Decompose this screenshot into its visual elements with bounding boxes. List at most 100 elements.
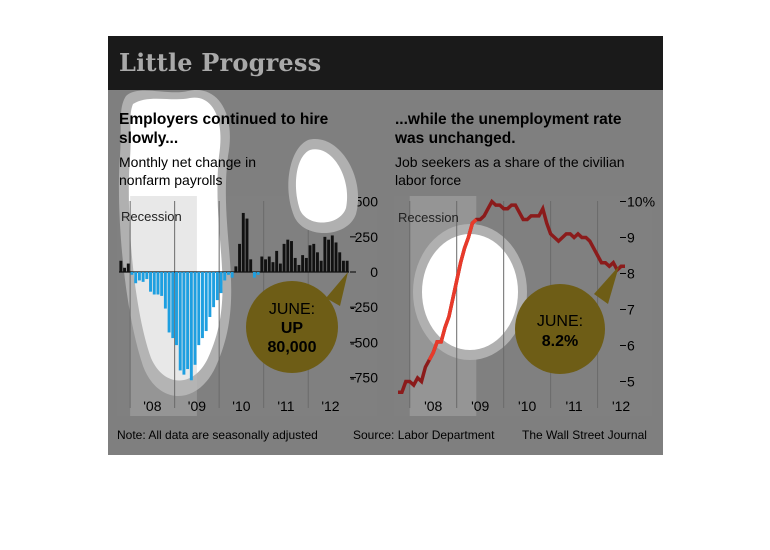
unemployment-x-tick-label: '09 (471, 398, 489, 414)
payrolls-callout-line3: 80,000 (268, 339, 317, 356)
payrolls-bar (308, 245, 312, 272)
payrolls-bar (178, 272, 182, 371)
unemployment-y-tick-label: 9 (627, 230, 635, 246)
payrolls-callout-pointer (326, 272, 348, 306)
payrolls-bar (312, 243, 316, 272)
unemployment-subtitle-line1: Job seekers as a share of the civilian (395, 154, 625, 170)
payrolls-bar (249, 259, 253, 272)
payrolls-bar (338, 252, 342, 272)
unemployment-x-tick-label: '10 (518, 398, 536, 414)
payrolls-bar (226, 272, 230, 275)
unemployment-y-tick-label: 5 (627, 374, 635, 390)
payrolls-bar (219, 272, 223, 294)
payrolls-bar (134, 272, 138, 284)
payrolls-bar (323, 236, 327, 272)
payrolls-bar (175, 272, 178, 346)
payrolls-bar (256, 272, 260, 275)
payrolls-y-tick-label: 250 (355, 229, 379, 245)
payrolls-bar (293, 257, 297, 272)
payrolls-bar (334, 242, 338, 272)
charts-canvas: 500 250 0 -250 -500 -750 '08 '09 '10 '11 '12 Rece… (117, 89, 655, 416)
footer-credit: The Wall Street Journal (522, 428, 647, 442)
payrolls-heading: Employers continued to hire slowly... (119, 110, 328, 148)
unemployment-x-tick-label: '11 (566, 398, 583, 414)
payrolls-y-tick-label: -750 (350, 369, 378, 385)
unemployment-callout-bubble (515, 284, 605, 374)
payrolls-bar (252, 272, 256, 278)
payrolls-bar (130, 272, 134, 275)
payrolls-bar (278, 263, 282, 272)
payrolls-heading-line2: slowly... (119, 130, 179, 147)
unemployment-y-tick-label: 6 (627, 338, 635, 354)
payrolls-bar (319, 260, 323, 272)
payrolls-x-tick-label: '08 (143, 398, 161, 414)
payrolls-x-tick-label: '11 (277, 398, 294, 414)
payrolls-bar (186, 272, 190, 370)
payrolls-bar (141, 272, 145, 282)
payrolls-bar (126, 263, 130, 272)
figure-title: Little Progress (119, 48, 322, 77)
payrolls-x-tick-label: '09 (188, 398, 206, 414)
payrolls-bar (119, 260, 123, 272)
unemployment-subtitle-line2: labor force (395, 172, 462, 188)
payrolls-bar (160, 272, 164, 296)
unemployment-callout-line2: 8.2% (542, 333, 578, 350)
payrolls-bar (152, 272, 156, 295)
payrolls-bar (212, 272, 216, 308)
unemployment-y-tick-label: 8 (627, 266, 635, 282)
payrolls-callout-bubble (246, 281, 338, 373)
payrolls-bar (301, 255, 305, 272)
payrolls-bar (171, 272, 175, 339)
payrolls-bar (238, 243, 242, 272)
payrolls-bar (208, 272, 212, 317)
payrolls-callout-line1: JUNE: (269, 301, 315, 318)
payrolls-subtitle-line2: nonfarm payrolls (119, 172, 223, 188)
payrolls-bar (197, 272, 201, 346)
teardrop-halo-inner (295, 149, 348, 223)
payrolls-bar (327, 239, 331, 272)
payrolls-bar (182, 272, 186, 375)
payrolls-bar (189, 272, 193, 381)
payrolls-bar (215, 272, 219, 301)
payrolls-y-tick-label: 500 (355, 194, 379, 210)
payrolls-bar (201, 272, 204, 339)
payrolls-bar (267, 256, 271, 272)
payrolls-bar (145, 272, 149, 280)
payrolls-bar (271, 262, 275, 272)
payrolls-bar (316, 252, 319, 272)
footer-note: Note: All data are seasonally adjusted (117, 428, 318, 442)
unemployment-y-tick-label: 10% (627, 194, 655, 210)
payrolls-y-tick-label: -500 (350, 334, 378, 350)
payrolls-subtitle: Monthly net change in nonfarm payrolls (119, 153, 256, 189)
unemployment-callout-line1: JUNE: (537, 313, 583, 330)
payrolls-bar (230, 272, 234, 278)
unemployment-y-tick-label: 7 (627, 302, 635, 318)
payrolls-bar (163, 272, 167, 309)
payrolls-bar (282, 243, 286, 272)
payrolls-panel: 500 250 0 -250 -500 -750 '08 '09 '10 '11 '12 Rece… (117, 89, 379, 416)
payrolls-bar (193, 272, 197, 365)
payrolls-recession-label: Recession (121, 209, 182, 224)
payrolls-y-tick-label: -250 (350, 299, 378, 315)
unemployment-line-highlight (427, 218, 478, 361)
payrolls-x-tick-label: '12 (321, 398, 339, 414)
unemployment-x-tick-label: '08 (424, 398, 442, 414)
unemployment-heading-line2: was unchanged. (395, 130, 516, 147)
payrolls-recession-band (130, 196, 197, 416)
payrolls-bar (260, 256, 264, 272)
payrolls-bar (156, 272, 160, 295)
payrolls-bar (241, 212, 245, 272)
payrolls-bar (149, 272, 152, 292)
unemployment-callout-pointer (594, 266, 619, 304)
payrolls-bar (304, 257, 308, 272)
payrolls-bar (275, 250, 279, 272)
payrolls-bar (297, 264, 301, 272)
footer-source: Source: Labor Department (353, 428, 495, 442)
payrolls-bar (286, 239, 290, 272)
payrolls-bar (234, 266, 238, 272)
payrolls-bar (137, 272, 141, 281)
payrolls-bar (345, 260, 349, 272)
payrolls-bar (290, 241, 293, 272)
payrolls-subtitle-line1: Monthly net change in (119, 154, 256, 170)
unemployment-heading-line1: ...while the unemployment rate (395, 111, 622, 128)
